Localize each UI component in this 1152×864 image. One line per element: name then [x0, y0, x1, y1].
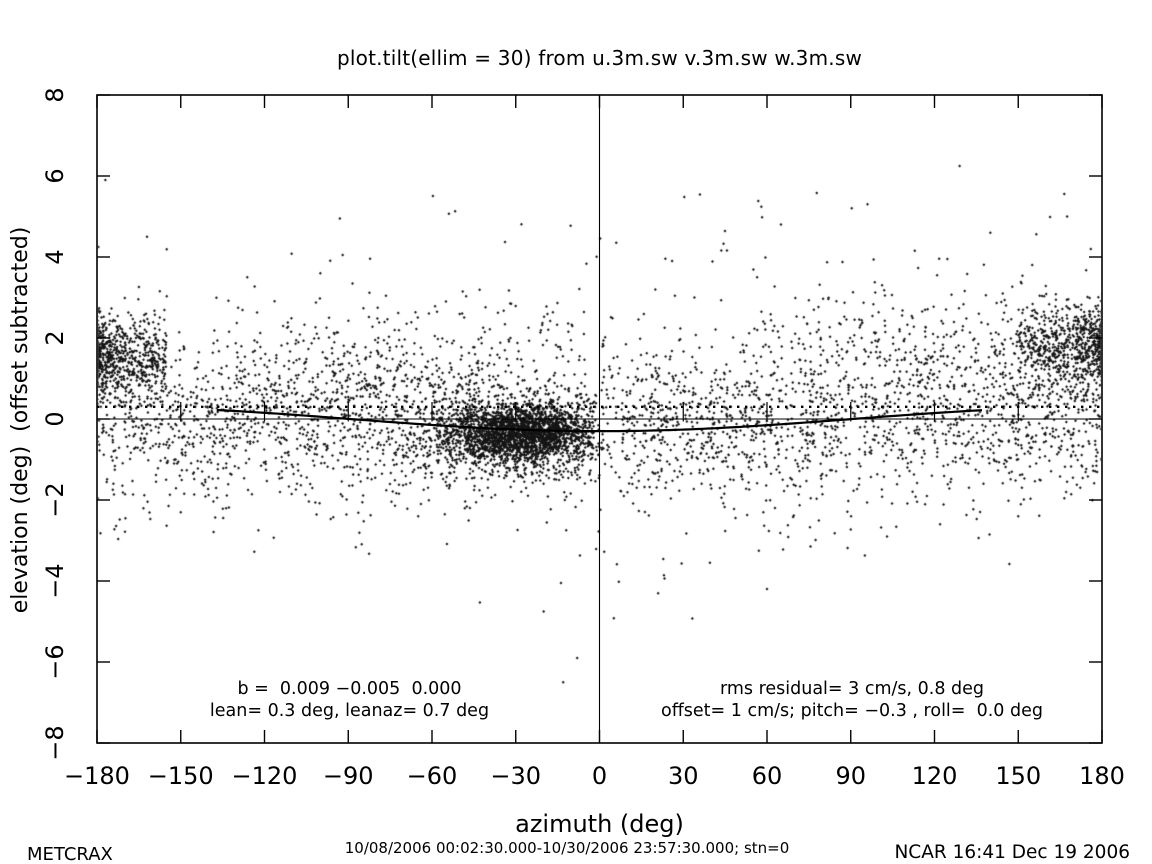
- project-label: METCRAX: [27, 844, 113, 864]
- x-tick-label: 0: [591, 762, 608, 790]
- x-tick-label: 60: [751, 762, 783, 790]
- fit-stats-annotation: rms residual= 3 cm/s, 0.8 deg offset= 1 …: [602, 678, 1102, 722]
- annotation-b-coefficients: b = 0.009 −0.005 0.000: [237, 679, 462, 699]
- x-tick-label: −90: [322, 762, 374, 790]
- x-tick-label: −120: [231, 762, 298, 790]
- y-tick-label: −8: [41, 725, 69, 761]
- annotation-rms-residual: rms residual= 3 cm/s, 0.8 deg: [719, 679, 985, 699]
- y-tick-label: 4: [41, 249, 69, 265]
- fit-curve: [216, 408, 983, 433]
- y-tick-label: 6: [41, 168, 69, 184]
- x-tick-label: 90: [835, 762, 867, 790]
- y-tick-label: −2: [41, 482, 69, 518]
- x-tick-label: 120: [911, 762, 958, 790]
- x-tick-label: 150: [995, 762, 1042, 790]
- y-tick-label: 2: [41, 330, 69, 346]
- y-tick-label: 8: [41, 87, 69, 103]
- y-tick-label: −6: [41, 644, 69, 680]
- y-tick-label: −4: [41, 563, 69, 599]
- annotation-lean-values: lean= 0.3 deg, leanaz= 0.7 deg: [209, 701, 490, 721]
- x-tick-label: −180: [64, 762, 130, 790]
- x-tick-label: −60: [406, 762, 458, 790]
- fit-coefficients-annotation: b = 0.009 −0.005 0.000 lean= 0.3 deg, le…: [97, 678, 602, 722]
- credit-timestamp-label: NCAR 16:41 Dec 19 2006: [894, 842, 1130, 863]
- x-tick-label: 30: [667, 762, 699, 790]
- plot-title: plot.tilt(ellim = 30) from u.3m.sw v.3m.…: [336, 46, 863, 70]
- annotation-offset-pitch-roll: offset= 1 cm/s; pitch= −0.3 , roll= 0.0 …: [661, 701, 1043, 721]
- time-range-label: 10/08/2006 00:02:30.000-10/30/2006 23:57…: [344, 839, 790, 857]
- x-axis-label: azimuth (deg): [515, 810, 684, 838]
- y-tick-label: 0: [41, 411, 69, 427]
- x-tick-label: −30: [490, 762, 542, 790]
- x-tick-label: −150: [147, 762, 214, 790]
- x-tick-label: 180: [1079, 762, 1125, 790]
- y-axis-label: elevation (deg) (offset subtracted): [7, 226, 33, 614]
